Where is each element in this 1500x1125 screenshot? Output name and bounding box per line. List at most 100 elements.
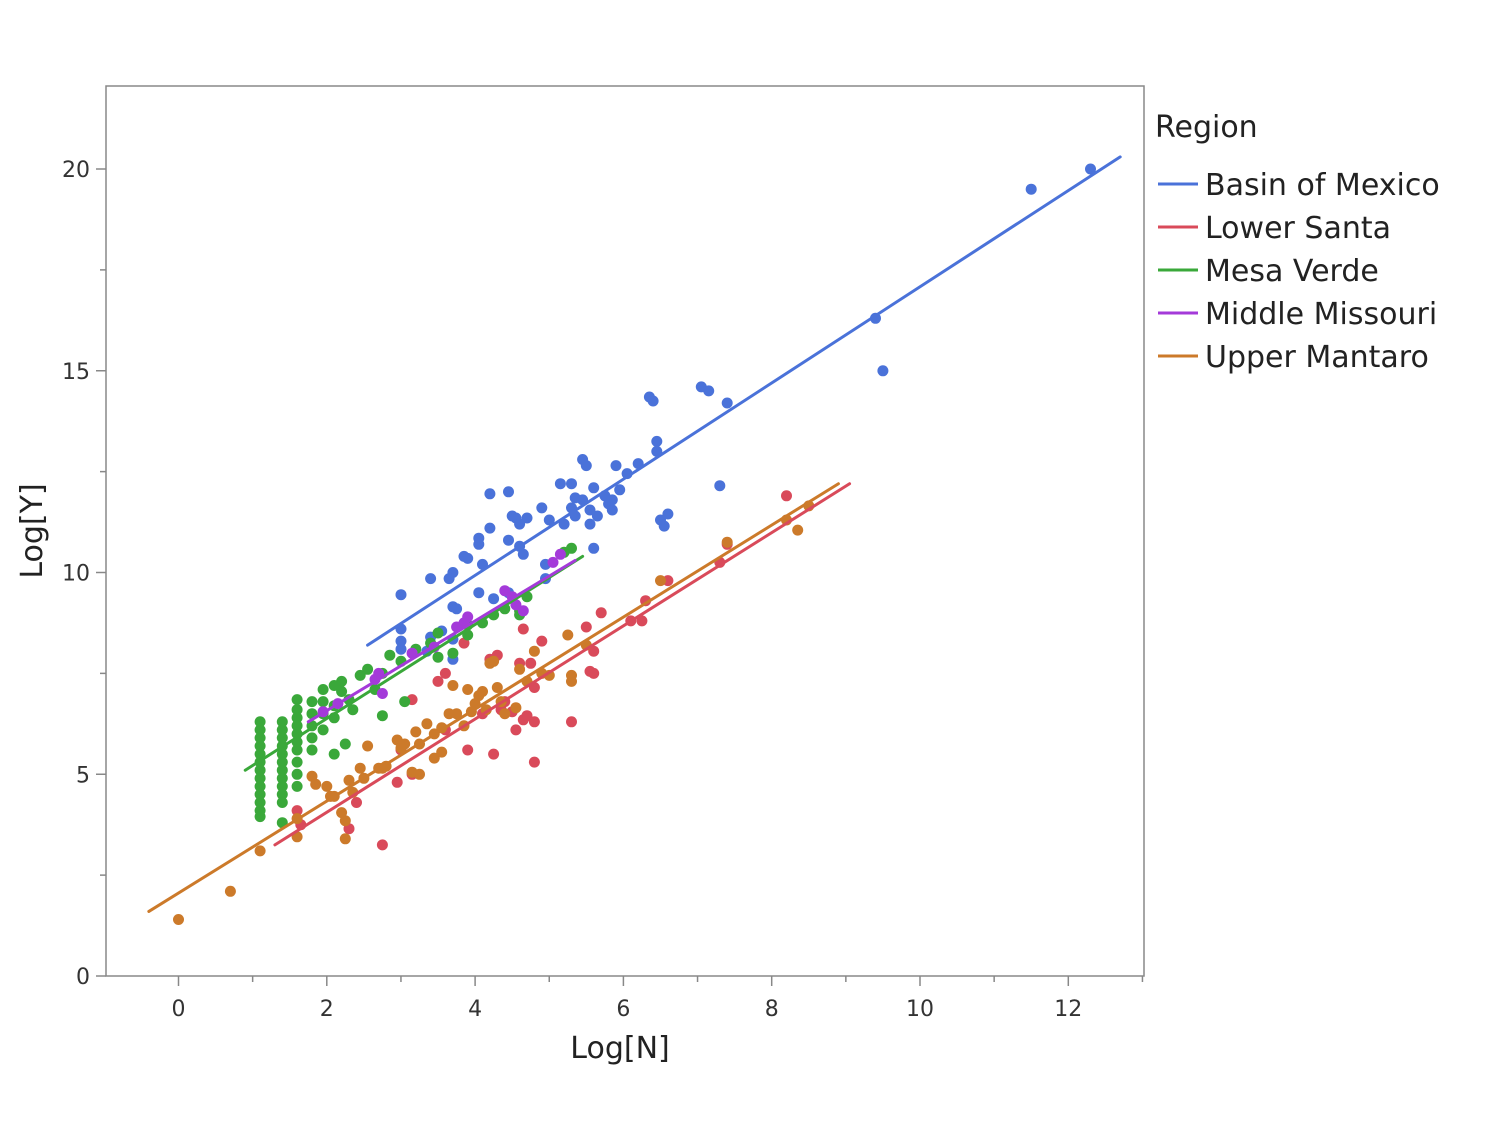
x-axis: 0 2 4 6 8 10 12 [172,976,1144,1022]
data-point [306,744,318,756]
data-point [451,708,463,720]
data-point [473,538,485,550]
data-point [510,702,522,714]
data-point [432,675,444,687]
data-point [310,778,322,790]
data-point [1085,163,1096,175]
data-point [254,748,266,760]
legend-label: Basin of Mexico [1205,168,1440,203]
data-point [703,385,715,397]
legend-label: Upper Mantaro [1205,340,1429,375]
data-point [425,573,437,585]
data-point [484,522,496,534]
data-point [528,756,540,768]
fit-line-basin-of-mexico [366,155,1122,647]
data-point [354,669,366,681]
legend-label: Mesa Verde [1205,254,1379,289]
x-axis-title: Log[N] [570,1031,669,1066]
data-point [588,645,600,657]
data-point [473,587,485,599]
data-point [521,710,533,722]
data-point [488,655,500,667]
data-point [499,708,511,720]
data-point [291,694,303,706]
data-point [254,811,266,823]
data-point [536,502,548,514]
data-point [584,518,596,530]
data-point [421,718,433,730]
data-point [317,724,329,736]
y-tick-label: 10 [62,562,90,587]
x-tick-label: 8 [765,997,779,1022]
x-tick-label: 4 [468,997,482,1022]
data-point [662,508,674,520]
data-point [254,772,266,784]
fit-lines-layer [147,155,1122,913]
data-point [566,542,577,554]
data-point [651,435,663,447]
data-point [339,815,351,827]
data-point [336,686,348,697]
data-point [547,556,559,568]
data-point [343,774,355,786]
data-point [317,696,329,708]
data-point [362,663,374,675]
data-point [525,657,537,669]
data-point [399,696,411,708]
data-point [410,726,422,738]
series-upper-mantaro-points [173,500,815,925]
data-point [528,645,540,657]
data-point [354,762,366,774]
data-point [606,504,618,516]
data-point [432,627,444,639]
data-point [376,710,388,722]
data-point [580,621,592,633]
data-point [291,744,303,756]
data-point [254,845,266,857]
data-point [443,573,455,585]
data-point [721,536,733,548]
data-point [543,514,555,526]
data-point [566,478,577,490]
data-point [781,490,792,502]
data-point [291,712,303,724]
data-point [173,914,184,925]
data-point [528,716,540,728]
x-tick-label: 0 [172,997,186,1022]
data-point [321,780,333,792]
data-point [584,504,596,516]
legend: Region Basin of Mexico Lower Santa Mesa Ve… [1155,110,1440,375]
data-point [477,686,488,697]
data-point [517,623,529,635]
data-point [254,740,266,752]
data-point [276,732,288,744]
data-point [591,510,603,522]
data-point [499,585,511,597]
data-point [558,518,570,530]
data-point [514,663,526,675]
data-point [536,635,548,647]
data-point [254,788,266,800]
y-tick-label: 5 [76,763,90,788]
data-point [521,512,533,524]
points-layer [173,163,1096,925]
data-point [588,667,600,679]
legend-label: Middle Missouri [1205,297,1437,332]
data-point [254,764,266,776]
legend-item-upper-mantaro: Upper Mantaro [1158,340,1429,375]
data-point [428,752,440,764]
legend-item-middle-missouri: Middle Missouri [1158,297,1437,332]
data-point [514,518,526,530]
data-point [384,649,396,661]
data-point [362,740,374,752]
data-point [462,744,474,756]
y-axis-title: Log[Y] [15,483,50,578]
data-point [484,488,496,500]
data-point [721,397,733,409]
data-point [517,605,529,617]
x-tick-label: 2 [320,997,334,1022]
data-point [566,716,577,728]
data-point [306,696,318,708]
data-point [276,724,288,736]
